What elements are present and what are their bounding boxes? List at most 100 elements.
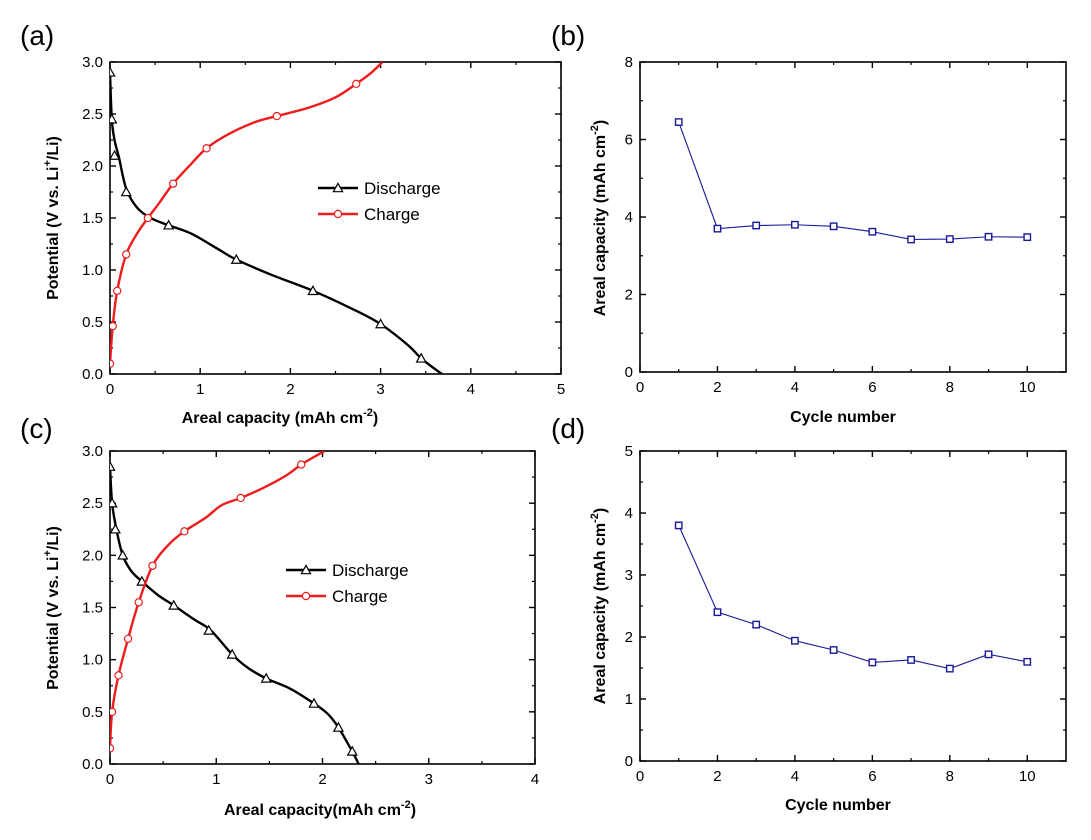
x-tick-label: 4 [531, 771, 539, 788]
data-point [110, 113, 118, 124]
y-tick-label: 2 [625, 629, 633, 646]
data-point [120, 186, 132, 197]
series-line-charge [110, 451, 326, 749]
y-tick-label: 4 [625, 209, 633, 226]
data-point [110, 460, 116, 471]
legend-label: Charge [364, 205, 420, 224]
data-point [984, 232, 993, 241]
data-point [868, 658, 877, 667]
y-tick-label: 0.0 [82, 366, 103, 383]
y-tick-label: 4 [625, 505, 633, 522]
series-group [110, 62, 443, 374]
series-line-areal-capacity [678, 121, 1028, 241]
y-tick-label: 0 [625, 364, 633, 381]
series-line-discharge [110, 72, 443, 374]
x-tick-label: 8 [946, 379, 954, 396]
data-point [374, 318, 387, 329]
y-tick-label: 1 [625, 691, 633, 708]
data-point [110, 523, 121, 534]
y-axis-label: Areal capacity (mAh cm-2) [589, 120, 609, 317]
y-tick-label: 0.5 [82, 314, 103, 331]
y-axis-label: Potential (V vs. Li+/Li) [42, 136, 62, 300]
x-tick-label: 2 [286, 381, 294, 398]
x-tick-label: 2 [713, 379, 721, 396]
data-point [674, 521, 683, 530]
legend-marker [332, 182, 344, 193]
x-tick-label: 1 [212, 771, 220, 788]
data-point [791, 636, 799, 645]
data-point [346, 745, 358, 756]
y-tick-label: 1.5 [82, 210, 103, 227]
data-point [110, 707, 117, 717]
y-tick-label: 6 [625, 132, 633, 149]
x-tick-label: 10 [1019, 768, 1036, 785]
x-tick-label: 0 [106, 771, 114, 788]
x-axis-label: Cycle number [790, 409, 896, 426]
x-tick-label: 6 [868, 768, 876, 785]
data-point [332, 721, 345, 732]
plot-frame [639, 61, 1067, 373]
data-point [110, 359, 115, 368]
data-point [122, 250, 131, 259]
data-point [148, 561, 157, 570]
y-tick-label: 3.0 [82, 443, 103, 460]
panel-label: (c) [20, 413, 53, 444]
x-tick-label: 8 [946, 768, 954, 785]
data-point [307, 284, 319, 296]
y-tick-label: 1.5 [82, 600, 103, 617]
data-point [226, 648, 238, 659]
data-point [143, 213, 153, 223]
series-group [110, 451, 360, 764]
y-tick-label: 8 [625, 54, 633, 71]
data-point [752, 620, 761, 629]
x-axis-label: Areal capacity (mAh cm-2) [182, 407, 379, 427]
data-point [984, 650, 993, 659]
data-point [752, 221, 761, 230]
x-tick-label: 2 [713, 768, 721, 785]
x-tick-label: 0 [106, 381, 114, 398]
y-tick-label: 3 [625, 567, 633, 584]
legend: Discharge Charge [318, 179, 441, 224]
x-tick-label: 4 [791, 768, 799, 785]
data-point [415, 352, 427, 363]
data-point [202, 144, 211, 153]
series-group [674, 521, 1032, 673]
y-tick-label: 2.5 [82, 495, 103, 512]
data-point [110, 744, 115, 753]
panel-d: (d) 0 2 4 6 8 10 0 1 2 3 4 5 Cycle number Areal capaci… [551, 413, 1067, 814]
y-tick-label: 2 [625, 287, 633, 304]
y-tick-label: 5 [625, 443, 633, 460]
panel-b: (b) 0 2 4 6 8 10 0 2 4 6 8 Cycle number Areal capacit… [551, 20, 1067, 426]
x-axis-label: Areal capacity(mAh cm-2) [224, 799, 416, 819]
data-point [203, 624, 215, 635]
y-tick-label: 0.0 [82, 756, 103, 773]
data-point [713, 224, 722, 233]
data-point [945, 664, 954, 673]
x-tick-label: 10 [1019, 379, 1036, 396]
panel-label: (a) [20, 20, 54, 51]
y-tick-label: 2.5 [82, 106, 103, 123]
x-tick-label: 1 [196, 381, 204, 398]
data-point [352, 79, 361, 89]
x-tick-label: 3 [425, 771, 433, 788]
legend-label: Discharge [332, 561, 409, 580]
data-point [110, 149, 121, 160]
series-group [674, 118, 1032, 244]
series-line-discharge [110, 466, 360, 764]
data-point [829, 222, 838, 231]
panel-c: (c) 0 1 2 3 4 0.0 0.5 1.0 1.5 2.0 2.5 3.0 Areal capac… [20, 413, 539, 819]
data-point [180, 527, 189, 536]
x-tick-label: 6 [868, 379, 876, 396]
y-tick-label: 0.5 [82, 704, 103, 721]
y-tick-label: 0 [625, 753, 633, 770]
data-point [297, 460, 306, 469]
data-point [134, 598, 143, 607]
y-axis-label: Areal capacity (mAh cm-2) [589, 508, 609, 705]
x-axis-label: Cycle number [785, 797, 891, 814]
y-axis-label: Potential (V vs. Li+/Li) [42, 526, 62, 690]
data-point [110, 321, 117, 331]
y-tick-label: 3.0 [82, 54, 103, 71]
y-tick-label: 2.0 [82, 158, 103, 175]
data-point [113, 286, 122, 295]
